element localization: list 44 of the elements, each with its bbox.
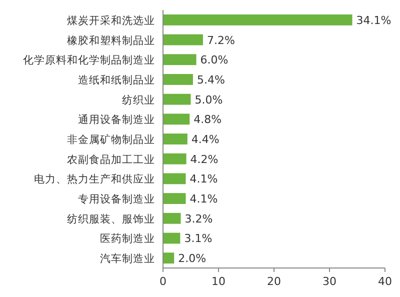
data-label: 4.4% (191, 133, 220, 146)
y-tick-label: 化学原料和化学制品制造业 (23, 54, 155, 67)
x-tick-label: 10 (212, 275, 226, 288)
data-label: 4.1% (190, 192, 218, 206)
bar (163, 212, 181, 224)
data-label: 2.0% (178, 252, 206, 266)
y-tick-label: 造纸和纸制品业 (78, 73, 155, 86)
data-label: 3.1% (184, 232, 212, 246)
bar (163, 134, 188, 144)
y-tick-label: 橡胶和塑料制品业 (67, 34, 155, 47)
x-tick-label: 20 (267, 275, 281, 288)
data-label: 3.2% (184, 212, 213, 226)
data-label: 7.2% (206, 34, 235, 47)
bar (163, 252, 174, 264)
bar (163, 54, 196, 66)
data-label: 34.1% (356, 14, 392, 27)
data-label: 5.4% (196, 73, 225, 86)
y-tick-label: 电力、热力生产和供应业 (34, 172, 155, 186)
y-tick-label: 纺织业 (122, 93, 155, 106)
y-tick-label: 专用设备制造业 (78, 192, 155, 206)
data-label: 4.8% (194, 113, 222, 126)
y-tick-label: 医药制造业 (100, 232, 155, 246)
data-label: 5.0% (194, 93, 223, 106)
bar (163, 193, 186, 204)
bar (163, 232, 180, 244)
data-label: 6.0% (200, 54, 228, 67)
y-tick-label: 通用设备制造业 (78, 113, 155, 126)
x-tick-label: 0 (160, 275, 166, 288)
x-tick-label: 40 (378, 275, 392, 288)
bar (163, 173, 186, 184)
y-tick-label: 农副食品加工工业 (67, 152, 155, 166)
y-tick-label: 非金属矿物制品业 (67, 133, 155, 146)
x-tick-label: 30 (322, 275, 336, 288)
bar (163, 153, 186, 164)
y-tick-label: 纺织服装、服饰业 (67, 212, 155, 226)
data-label: 4.1% (190, 172, 218, 186)
bar (163, 14, 352, 26)
bar (163, 114, 190, 125)
data-label: 4.2% (190, 152, 218, 166)
bar (163, 34, 203, 46)
bar (163, 74, 193, 85)
y-tick-label: 汽车制造业 (100, 252, 155, 266)
y-tick-label: 煤炭开采和洗选业 (67, 14, 155, 27)
bar (163, 94, 191, 105)
